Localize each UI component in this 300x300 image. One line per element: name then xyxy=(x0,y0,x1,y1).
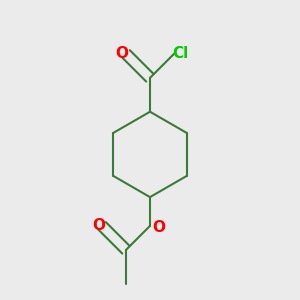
Text: O: O xyxy=(92,218,105,232)
Text: O: O xyxy=(116,46,129,61)
Text: O: O xyxy=(152,220,165,235)
Text: Cl: Cl xyxy=(172,46,188,61)
